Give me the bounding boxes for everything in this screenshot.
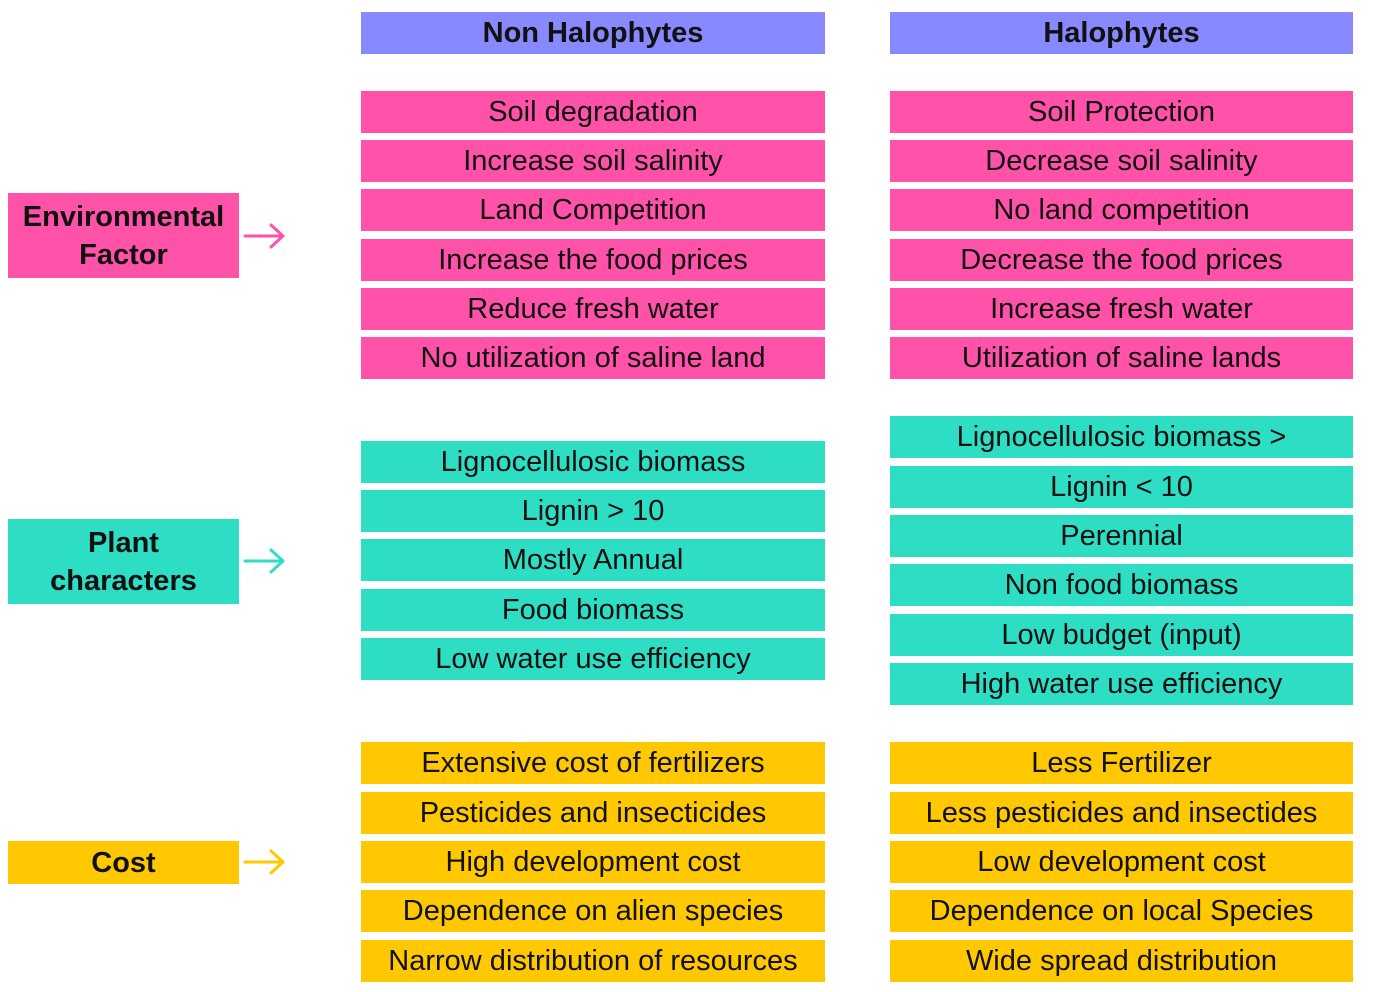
category-plant-characters: Plant characters — [8, 519, 239, 604]
arrow-right-icon — [243, 849, 285, 875]
plant-halophyte-item: Lignin < 10 — [890, 466, 1353, 508]
cost-halophyte-item: Wide spread distribution — [890, 940, 1353, 982]
env-halophyte-item: No land competition — [890, 189, 1353, 231]
env-halophyte-item: Increase fresh water — [890, 288, 1353, 330]
arrow-right-icon — [243, 548, 285, 574]
category-environmental-line2: Factor — [79, 238, 168, 271]
env-halophyte-item: Utilization of saline lands — [890, 337, 1353, 379]
cost-non-halophyte-item: Narrow distribution of resources — [361, 940, 825, 982]
category-plant-line2: characters — [50, 564, 197, 597]
plant-non-halophyte-item: Lignin > 10 — [361, 490, 825, 532]
category-environmental-factor: Environmental Factor — [8, 193, 239, 278]
category-plant-line1: Plant — [88, 526, 159, 559]
env-non-halophyte-item: Land Competition — [361, 189, 825, 231]
env-halophyte-item: Decrease soil salinity — [890, 140, 1353, 182]
cost-halophyte-item: Low development cost — [890, 841, 1353, 883]
cost-non-halophyte-item: Pesticides and insecticides — [361, 792, 825, 834]
cost-halophyte-item: Less pesticides and insectides — [890, 792, 1353, 834]
env-non-halophyte-item: Reduce fresh water — [361, 288, 825, 330]
cost-non-halophyte-item: Dependence on alien species — [361, 890, 825, 932]
cost-halophyte-item: Dependence on local Species — [890, 890, 1353, 932]
env-non-halophyte-item: Increase soil salinity — [361, 140, 825, 182]
category-environmental-line1: Environmental — [22, 200, 225, 233]
plant-non-halophyte-item: Mostly Annual — [361, 539, 825, 581]
plant-non-halophyte-item: Low water use efficiency — [361, 638, 825, 680]
category-cost: Cost — [8, 841, 239, 884]
plant-halophyte-item: Non food biomass — [890, 564, 1353, 606]
column-header-halophytes: Halophytes — [890, 12, 1353, 54]
cost-halophyte-item: Less Fertilizer — [890, 742, 1353, 784]
env-halophyte-item: Soil Protection — [890, 91, 1353, 133]
cost-non-halophyte-item: High development cost — [361, 841, 825, 883]
env-non-halophyte-item: No utilization of saline land — [361, 337, 825, 379]
plant-halophyte-item: Perennial — [890, 515, 1353, 557]
plant-halophyte-item: Lignocellulosic biomass > — [890, 416, 1353, 458]
env-halophyte-item: Decrease the food prices — [890, 239, 1353, 281]
plant-halophyte-item: High water use efficiency — [890, 663, 1353, 705]
category-cost-label: Cost — [91, 846, 156, 879]
plant-non-halophyte-item: Food biomass — [361, 589, 825, 631]
env-non-halophyte-item: Increase the food prices — [361, 239, 825, 281]
cost-non-halophyte-item: Extensive cost of fertilizers — [361, 742, 825, 784]
arrow-right-icon — [243, 223, 285, 249]
plant-non-halophyte-item: Lignocellulosic biomass — [361, 441, 825, 483]
column-header-non-halophytes: Non Halophytes — [361, 12, 825, 54]
env-non-halophyte-item: Soil degradation — [361, 91, 825, 133]
plant-halophyte-item: Low budget (input) — [890, 614, 1353, 656]
